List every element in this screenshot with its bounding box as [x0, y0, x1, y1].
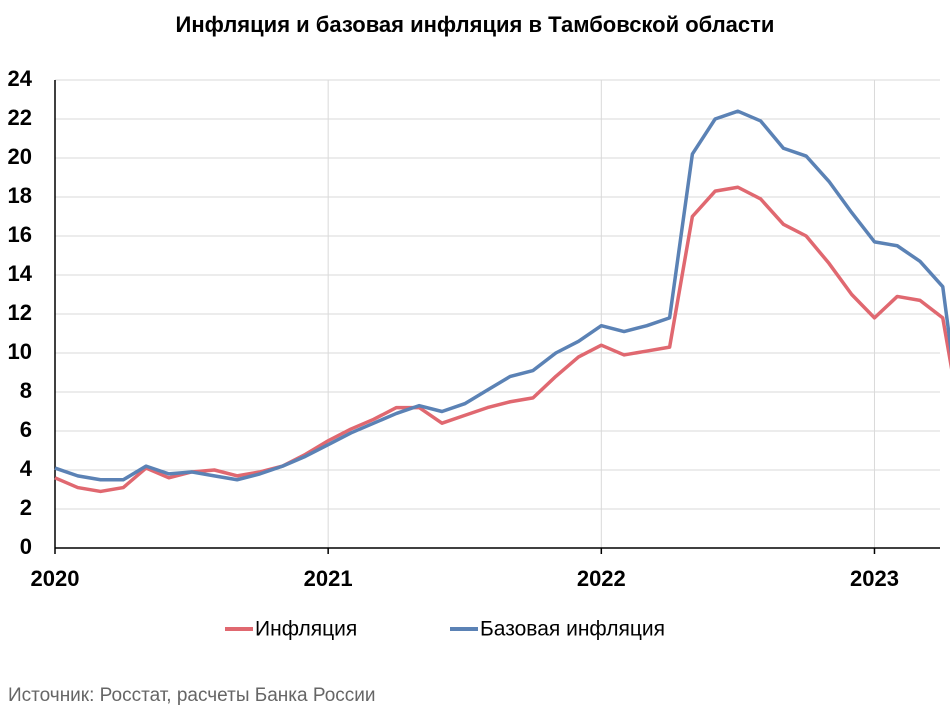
legend-label: Базовая инфляция: [480, 618, 665, 641]
y-tick-label: 24: [8, 66, 33, 91]
legend-label: Инфляция: [255, 618, 357, 641]
x-tick-label: 2023: [850, 566, 899, 591]
x-tick-label: 2021: [304, 566, 353, 591]
y-tick-label: 10: [8, 339, 32, 364]
y-tick-label: 8: [20, 378, 32, 403]
x-tick-label: 2022: [577, 566, 626, 591]
x-tick-label: 2020: [31, 566, 80, 591]
y-tick-label: 22: [8, 105, 32, 130]
y-tick-label: 12: [8, 300, 32, 325]
y-tick-label: 6: [20, 417, 32, 442]
y-tick-label: 0: [20, 534, 32, 559]
line-series: [54, 185, 950, 494]
chart-title: Инфляция и базовая инфляция в Тамбовской…: [176, 12, 775, 37]
line-series: [54, 109, 950, 482]
y-tick-label: 18: [8, 183, 32, 208]
y-tick-label: 2: [20, 495, 32, 520]
source: Источник: Росстат, расчеты Банка России: [8, 685, 376, 706]
y-tick-label: 4: [20, 456, 33, 481]
y-tick-label: 14: [8, 261, 33, 286]
y-tick-label: 16: [8, 222, 32, 247]
y-tick-label: 20: [8, 144, 32, 169]
